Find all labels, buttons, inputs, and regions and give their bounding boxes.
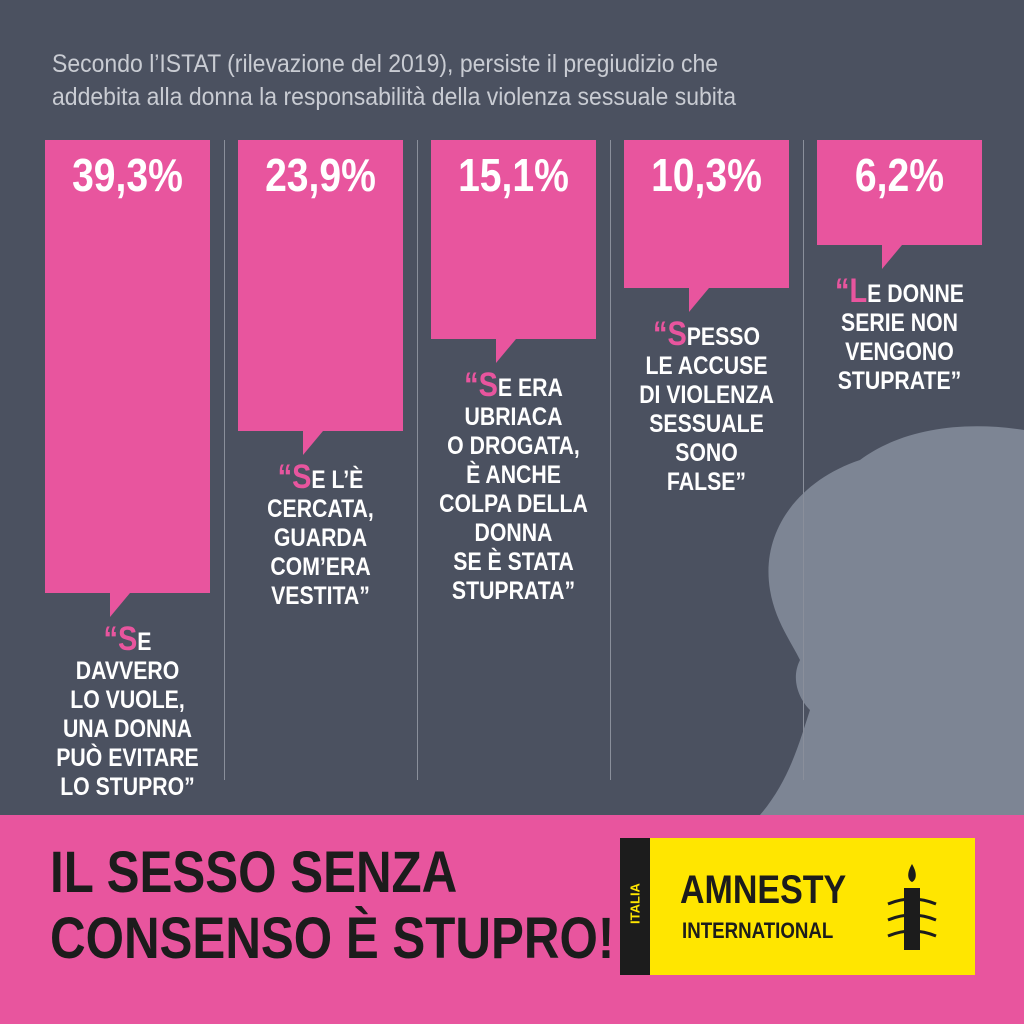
bar-pointer xyxy=(303,430,323,455)
column-separator xyxy=(224,140,225,780)
candle-icon xyxy=(887,864,937,950)
head-silhouette xyxy=(760,426,1024,815)
bar xyxy=(624,140,789,289)
value-label: 6,2% xyxy=(854,149,945,201)
bar xyxy=(431,140,596,339)
logo-country: ITALIA xyxy=(627,883,643,924)
column-separator xyxy=(417,140,418,780)
value-label: 23,9% xyxy=(265,149,376,201)
logo-name: AMNESTY xyxy=(680,868,847,912)
logo-subtitle: INTERNATIONAL xyxy=(682,918,834,943)
category-label: “SE ERA UBRIACA O DROGATA, È ANCHE COLPA… xyxy=(439,365,588,605)
category-label: “SPESSO LE ACCUSE DI VIOLENZA SESSUALE S… xyxy=(639,315,774,497)
bar xyxy=(45,140,210,593)
value-label: 39,3% xyxy=(72,149,183,201)
column-separator xyxy=(610,140,611,780)
category-label: “SE L’È CERCATA, GUARDA COM’ERA VESTITA” xyxy=(267,457,374,610)
logo-strip: ITALIA xyxy=(620,838,650,975)
category-label: “LE DONNE SERIE NON VENGONO STUPRATE” xyxy=(835,272,964,396)
bar-pointer xyxy=(689,288,709,313)
value-label: 15,1% xyxy=(458,149,569,201)
column-separator xyxy=(803,140,804,780)
slogan: IL SESSO SENZA CONSENSO È STUPRO! xyxy=(50,840,615,971)
value-label: 10,3% xyxy=(651,149,762,201)
category-label: “SE DAVVERO LO VUOLE, UNA DONNA PUÒ EVIT… xyxy=(56,619,199,801)
bar xyxy=(817,140,982,246)
bar-pointer xyxy=(496,338,516,363)
bar-pointer xyxy=(110,592,130,617)
chart-title: Secondo l’ISTAT (rilevazione del 2019), … xyxy=(52,50,737,111)
bar xyxy=(238,140,403,431)
bar-pointer xyxy=(882,245,902,270)
amnesty-logo: ITALIA AMNESTY INTERNATIONAL xyxy=(620,838,975,975)
